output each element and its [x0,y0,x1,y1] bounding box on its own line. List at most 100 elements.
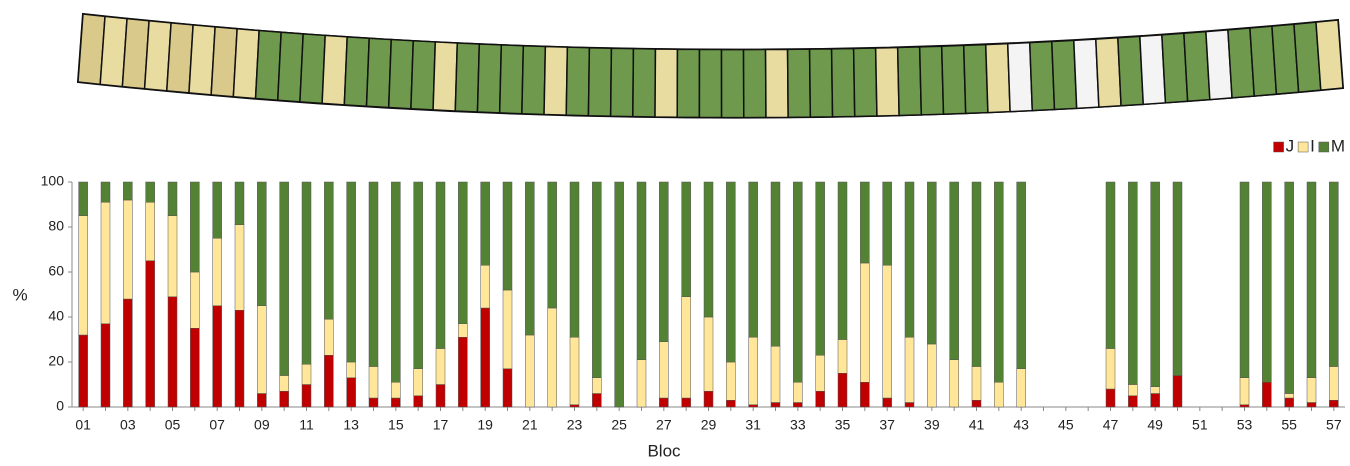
bar-segment [1240,405,1249,407]
bar-segment [793,382,802,402]
bar-segment [213,182,222,238]
bar-segment [123,182,132,200]
bar-segment [860,182,869,263]
map-tile [744,50,766,118]
bar-segment [905,337,914,402]
map-tile [876,48,900,117]
map-tile [477,44,501,113]
legend-label: I [1310,136,1315,155]
bar-segment [905,182,914,337]
bar-segment [1106,182,1115,349]
x-tick-label: 05 [165,417,181,433]
bar-segment [972,182,981,367]
x-tick-label: 47 [1103,417,1119,433]
bar-segment [1329,367,1338,401]
bar-segment [838,373,847,407]
x-axis-title: Bloc [647,441,681,460]
bar-segment [659,182,668,342]
map-tile [389,40,414,109]
bar-segment [570,182,579,337]
map-tile [1140,35,1166,104]
x-tick-label: 29 [701,417,717,433]
y-tick-label: 80 [48,218,64,234]
bar-segment [1128,182,1137,385]
bar-segment [682,297,691,398]
map-tile [522,46,546,115]
bar-segment [637,182,646,360]
bar-segment [860,382,869,407]
bar-segment [883,265,892,398]
map-tile [964,45,988,114]
bar-segment [1106,349,1115,390]
bar-segment [838,182,847,340]
bar-segment [1285,394,1294,399]
map-strip [78,14,1343,118]
bar-segment [1240,182,1249,378]
bar-segment [123,200,132,299]
bar-segment [280,376,289,392]
bar-segment [704,182,713,317]
bar-segment [637,360,646,407]
x-tick-label: 15 [388,417,404,433]
bar-segment [503,182,512,290]
bar-segment [302,182,311,364]
bar-segment [414,182,423,369]
map-tile [1118,36,1143,105]
bar-segment [883,398,892,407]
bar-segment [168,216,177,297]
bar-segment [682,182,691,297]
bar-segment [391,398,400,407]
bar-segment [883,182,892,265]
bar-segment [213,238,222,306]
bar-segment [659,342,668,398]
bar-segment [280,391,289,407]
bar-segment [347,182,356,362]
bar-segment [257,182,266,306]
x-tick-label: 11 [299,417,314,433]
y-tick-label: 100 [41,173,65,189]
bar-segment [972,400,981,407]
bar-segment [235,310,244,407]
bar-segment [1307,378,1316,403]
bar-segment [347,378,356,407]
bar-segment [436,385,445,408]
bar-segment [1307,182,1316,378]
x-tick-label: 17 [433,417,449,433]
bar-segment [704,317,713,391]
y-tick-label: 40 [48,308,64,324]
bar-segment [682,398,691,407]
bar-segment [659,398,668,407]
map-tile [810,49,833,117]
bar-segment [726,362,735,400]
bar-segment [1307,403,1316,408]
bar-segment [436,349,445,385]
bar-segment [570,337,579,405]
bar-segment [592,182,601,378]
map-tile [986,44,1010,113]
x-tick-label: 39 [924,417,940,433]
bar-segment [615,182,624,407]
y-tick-label: 60 [48,263,64,279]
bar-segment [793,182,802,382]
legend-swatch [1319,142,1329,152]
bar-segment [771,182,780,346]
bar-segment [525,182,534,335]
y-tick-label: 0 [56,398,64,414]
map-tile [633,49,656,117]
x-tick-label: 35 [835,417,851,433]
map-tile [566,47,589,116]
bar-segment [503,290,512,369]
map-tile [278,32,303,102]
map-tile [1074,39,1099,108]
x-tick-label: 53 [1237,417,1253,433]
bar-segment [168,182,177,216]
bar-segment [324,319,333,355]
map-tile [655,49,677,117]
map-tile [300,34,325,104]
bar-segment [994,382,1003,407]
bar-segment [190,182,199,272]
bar-segment [324,182,333,319]
x-tick-label: 21 [522,417,538,433]
x-tick-label: 25 [611,417,627,433]
bar-segment [235,182,244,225]
